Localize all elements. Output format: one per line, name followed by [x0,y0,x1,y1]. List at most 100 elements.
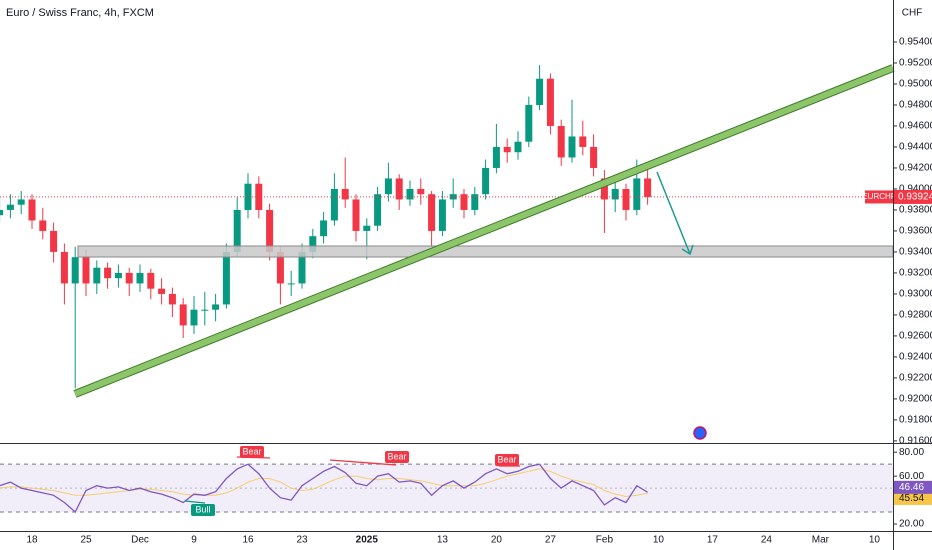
y-tick-label: 0.95200 [899,58,932,69]
divergence-line [184,500,206,504]
y-tick-label: 0.94000 [899,184,932,195]
candle-body [114,272,122,279]
x-tick-label: 18 [26,535,38,546]
rsi-line [0,463,648,514]
divergence-label-bg [240,446,264,458]
candle-body [600,178,608,200]
candle-body [384,178,392,195]
divergence-line [329,459,397,466]
candle-body [179,304,187,326]
candle-body [590,146,598,168]
y-tick-label: 80.00 [899,447,924,458]
rsi-value-label: 46.46 [899,482,924,493]
x-tick-label: 2025 [356,535,379,546]
candle-body [460,194,468,210]
candle-body [6,204,14,210]
rsi-value-label: 45.54 [899,493,924,504]
x-tick-label: 25 [80,535,92,546]
y-tick-label: 0.92400 [899,352,932,363]
candle-body [0,209,4,216]
y-tick-label: 0.94800 [899,100,932,111]
candle-body [104,267,112,279]
candle-body [622,188,630,210]
candle-body [168,293,176,305]
candle-body [158,288,166,294]
candle-body [60,251,68,284]
candle-body [136,272,144,284]
divergence-label: Bear [387,451,406,461]
x-tick-label: Dec [131,535,149,546]
symbol-label: EURCHF [862,192,895,201]
divergence-label-bg [191,504,215,516]
y-tick-label: 0.94600 [899,121,932,132]
y-tick-label: 0.92000 [899,394,932,405]
candle-body [39,220,47,231]
x-tick-label: 24 [761,535,773,546]
candle-body [201,309,209,311]
candle-body [341,188,349,200]
x-tick-label: Feb [596,535,614,546]
y-tick-label: 0.92600 [899,331,932,342]
rsi-line [0,468,648,498]
candle-body [190,309,198,326]
last-price-label: 0.93924 [898,192,932,203]
candle-body [633,178,641,210]
last-price-bg [893,189,932,204]
candle-body [546,78,554,126]
candle-body [568,136,576,158]
y-tick-label: 20.00 [899,519,924,530]
divergence-label-bg [385,451,409,463]
currency: CHF [902,8,923,19]
candle-body [428,194,436,231]
y-tick-label: 0.94400 [899,142,932,153]
y-tick-label: 0.91800 [899,415,932,426]
candle-body [352,199,360,231]
y-tick-label: 0.95400 [899,37,932,48]
x-tick-label: Mar [812,535,830,546]
event-icon [693,426,707,440]
x-tick-label: 16 [242,535,254,546]
symbol-label-bg [865,190,893,204]
candle-body [298,251,306,284]
candle-body [525,104,533,142]
x-tick-label: 23 [296,535,308,546]
divergence-label-bg [495,454,519,466]
candle-body [417,188,425,195]
candle-body [330,188,338,221]
divergence-label: Bull [195,504,210,514]
candle-body [579,136,587,147]
candle-body [17,199,25,205]
rsi-value-bg [893,491,932,505]
candle-body [482,167,490,195]
y-tick-label: 0.93200 [899,268,932,279]
y-tick-label: 0.91600 [899,436,932,447]
candle-body [492,146,500,168]
candle-body [82,257,90,284]
y-tick-label: 0.92200 [899,373,932,384]
candle-body [536,78,544,105]
support-zone [77,245,894,258]
x-tick-label: 10 [653,535,665,546]
x-tick-label: 17 [707,535,719,546]
divergence-label: Bear [242,446,261,456]
candle-body [233,209,241,252]
candle-body [287,283,295,285]
arrow-head [681,244,694,256]
candle-body [71,257,79,284]
candle-body [50,230,58,252]
candle-body [244,183,252,210]
chart-title: Euro / Swiss Franc, 4h, FXCM [6,7,154,19]
y-tick-label: 60.00 [899,471,924,482]
divergence-label: Bear [497,454,516,464]
y-tick-label: 0.93800 [899,205,932,216]
price-pane: 0.91600 0.91800 0.92000 0.92200 0.92400 0.926… [0,37,932,447]
candle-body [395,178,403,200]
candle-body [557,125,565,158]
y-tick-label: 0.93000 [899,289,932,300]
candle-body [276,251,284,284]
candle-body [266,209,274,252]
rsi-value-bg [893,480,932,494]
candle-body [309,236,317,252]
arrow [656,171,691,255]
